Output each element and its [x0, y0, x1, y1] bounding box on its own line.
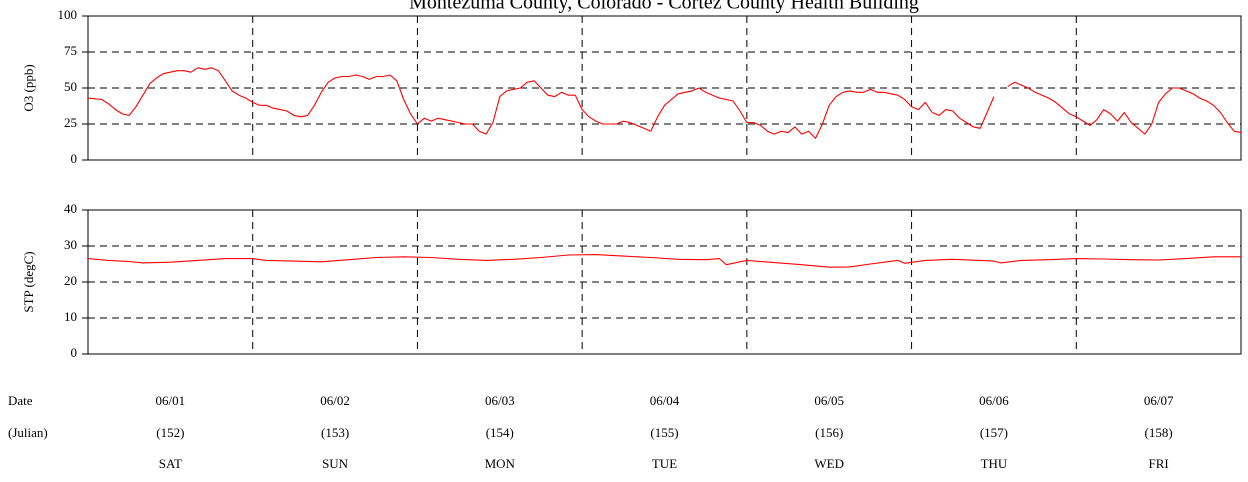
x-day-date: 06/02 [320, 393, 350, 408]
y-tick-label: 75 [64, 43, 77, 58]
y-tick-label: 20 [64, 273, 77, 288]
x-day-julian: (158) [1145, 425, 1173, 440]
y-tick-label: 40 [64, 201, 77, 216]
x-day-date: 06/04 [650, 393, 680, 408]
x-day-weekday: TUE [652, 456, 677, 471]
y-axis-label: STP (degC) [21, 251, 36, 312]
x-day-julian: (157) [980, 425, 1008, 440]
y-tick-label: 0 [71, 345, 78, 360]
x-day-weekday: THU [981, 456, 1008, 471]
y-tick-label: 50 [64, 79, 77, 94]
x-day-julian: (152) [156, 425, 184, 440]
x-day-julian: (153) [321, 425, 349, 440]
x-day-date: 06/07 [1144, 393, 1174, 408]
panel-1: 0 10 20 30 40 STP (degC) [21, 201, 1242, 360]
x-day-weekday: SUN [322, 456, 349, 471]
y-tick-label: 25 [64, 115, 77, 130]
x-day-weekday: WED [814, 456, 844, 471]
series-line [87, 67, 995, 139]
x-row-label: Date [8, 393, 33, 408]
y-tick-label: 30 [64, 237, 77, 252]
y-tick-label: 10 [64, 309, 77, 324]
x-day-date: 06/05 [814, 393, 844, 408]
chart-title: Montezuma County, Colorado - Cortez Coun… [409, 0, 919, 14]
x-day-julian: (156) [815, 425, 843, 440]
x-axis-labels: Date (Julian) 06/01 (152) SAT 06/02 (153) SUN 06… [8, 393, 1174, 471]
series-line [1007, 81, 1242, 135]
y-tick-label: 100 [58, 7, 78, 22]
panel-0: 0 25 50 75 100 O3 (ppb) [21, 7, 1242, 166]
x-row-label: (Julian) [8, 425, 48, 440]
series-line [87, 254, 1241, 268]
x-day-weekday: FRI [1149, 456, 1169, 471]
x-day-weekday: SAT [159, 456, 182, 471]
x-day-julian: (155) [650, 425, 678, 440]
x-day-julian: (154) [486, 425, 514, 440]
x-day-date: 06/01 [156, 393, 186, 408]
plot-panels: 0 25 50 75 100 O3 (ppb) 0 10 20 30 40 STP (degC) [21, 7, 1242, 360]
y-axis-label: O3 (ppb) [21, 64, 36, 111]
x-day-date: 06/03 [485, 393, 515, 408]
x-day-date: 06/06 [979, 393, 1009, 408]
x-day-weekday: MON [485, 456, 516, 471]
y-tick-label: 0 [71, 151, 78, 166]
